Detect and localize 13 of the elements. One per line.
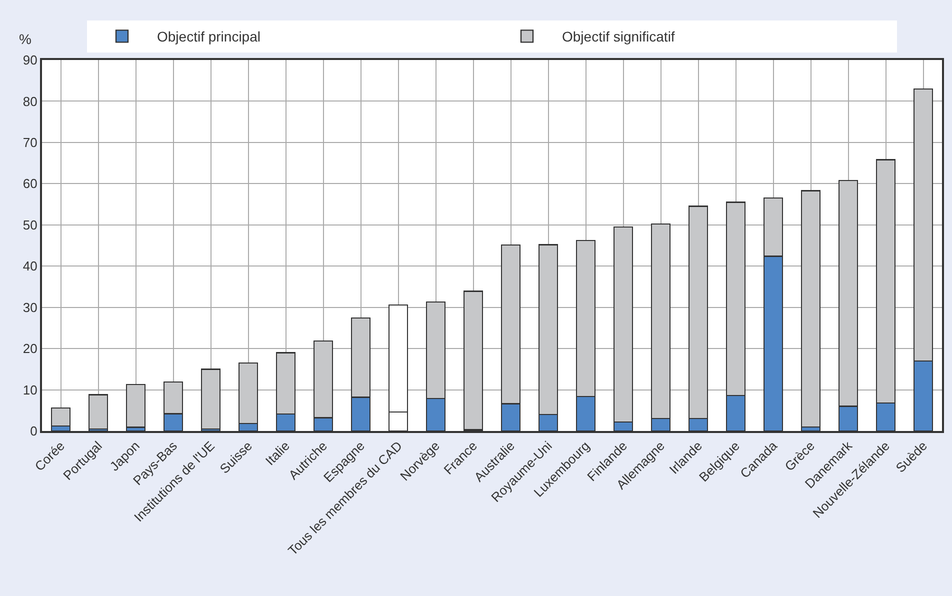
y-tick-label: 10 (22, 382, 38, 398)
y-tick-label: 20 (22, 341, 38, 356)
y-tick-label: 80 (22, 94, 38, 109)
y-tick-label: 90 (22, 52, 38, 68)
y-tick-label: 70 (22, 134, 38, 150)
y-tick-label: 40 (22, 258, 38, 274)
y-tick-label: 30 (22, 300, 38, 315)
legend-label: Objectif significatif (562, 28, 675, 45)
y-tick-label: 50 (22, 217, 38, 232)
y-tick-label: 60 (22, 176, 38, 192)
y-axis-title: % (19, 31, 32, 47)
legend-label: Objectif principal (157, 28, 260, 45)
y-tick-label: 0 (30, 424, 38, 439)
